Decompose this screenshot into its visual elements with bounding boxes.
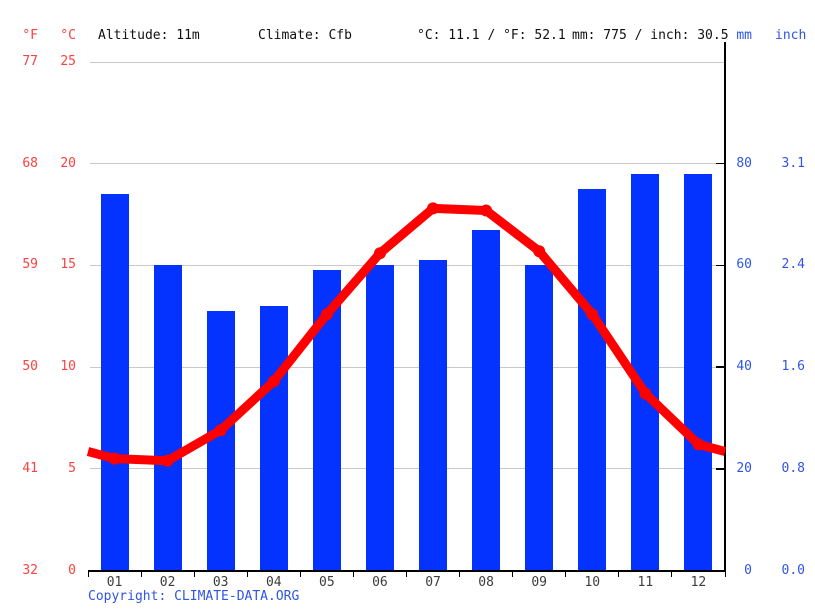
temp-tick-f: 32	[22, 562, 38, 578]
x-axis-tick	[512, 570, 514, 577]
temp-tick-c: 10	[60, 359, 76, 375]
precip-tick-inch: 3.1	[781, 155, 805, 171]
temp-tick-c: 5	[68, 460, 76, 476]
y-axis-tick	[716, 162, 725, 165]
temp-tick-f: 68	[22, 155, 38, 171]
precip-tick-mm: 60	[736, 257, 752, 273]
f-axis-unit: °F	[22, 28, 38, 43]
month-label: 07	[425, 575, 441, 590]
mm-axis-unit: mm	[736, 28, 752, 43]
month-label: 01	[106, 575, 123, 590]
precip-tick-mm: 40	[736, 359, 752, 375]
month-label: 05	[319, 575, 335, 590]
temp-tick-f: 50	[22, 359, 38, 375]
gridline	[90, 366, 725, 368]
precip-bar	[578, 189, 607, 571]
month-label: 06	[372, 575, 388, 590]
temp-tick-f: 77	[22, 54, 38, 69]
x-axis-tick	[565, 570, 567, 577]
total-precip-label: mm: 775 / inch: 30.5	[572, 28, 729, 43]
precip-tick-inch: 0.8	[781, 460, 805, 476]
copyright-link[interactable]: Copyright: CLIMATE-DATA.ORG	[88, 589, 300, 604]
precip-bar	[100, 194, 129, 571]
month-label: 11	[637, 575, 654, 590]
precip-bar	[472, 229, 501, 571]
temp-tick-f: 41	[22, 460, 38, 476]
precip-tick-inch: 0.0	[781, 562, 805, 578]
temp-tick-f: 59	[22, 257, 38, 273]
x-axis-tick	[459, 570, 461, 577]
gridline	[90, 163, 725, 165]
precip-bar	[631, 173, 660, 571]
y-axis-tick	[716, 366, 725, 368]
precip-bar	[365, 265, 394, 571]
month-label: 04	[265, 575, 282, 590]
x-axis-tick	[406, 570, 407, 577]
precip-tick-inch: 1.6	[781, 359, 805, 375]
x-axis-tick	[299, 570, 301, 577]
temp-tick-c: 0	[68, 562, 76, 578]
gridline	[90, 264, 725, 266]
precip-bar	[525, 265, 554, 571]
precip-bar	[684, 173, 713, 571]
temp-tick-c: 25	[60, 54, 76, 69]
temp-tick-c: 15	[60, 257, 76, 273]
temp-tick-c: 20	[60, 155, 76, 171]
month-label: 03	[212, 575, 229, 590]
precip-tick-mm: 20	[736, 460, 752, 476]
precip-bar	[259, 306, 288, 571]
y-axis-tick	[716, 264, 725, 267]
month-label: 02	[159, 575, 176, 590]
x-axis-tick	[724, 570, 726, 577]
precip-bar	[312, 270, 341, 571]
precip-tick-mm: 80	[736, 155, 752, 171]
month-label: 09	[531, 575, 548, 590]
precip-tick-mm: 0	[744, 562, 752, 578]
climate-class-label: Climate: Cfb	[258, 28, 352, 43]
gridline	[90, 468, 725, 470]
x-axis-tick	[140, 570, 142, 577]
y-axis-tick	[716, 569, 725, 572]
x-axis-tick	[352, 570, 354, 577]
mean-temp-label: °C: 11.1 / °F: 52.1	[417, 28, 566, 43]
x-axis-tick	[193, 570, 195, 577]
c-axis-unit: °C	[60, 28, 76, 43]
altitude-label: Altitude: 11m	[98, 28, 200, 43]
gridline	[90, 61, 725, 63]
month-label: 12	[690, 575, 707, 590]
y-axis-right	[724, 42, 726, 572]
x-axis-tick	[618, 570, 620, 577]
x-axis-tick	[671, 570, 673, 577]
y-axis-tick	[716, 468, 725, 470]
month-label: 10	[584, 575, 601, 590]
inch-axis-unit: inch	[775, 28, 807, 43]
precip-bar	[206, 311, 235, 571]
x-axis-tick	[246, 570, 248, 577]
x-axis-tick	[87, 570, 89, 577]
precip-tick-inch: 2.4	[781, 257, 805, 273]
precip-bar	[153, 265, 182, 571]
month-label: 08	[478, 575, 494, 590]
precip-bar	[419, 260, 448, 571]
